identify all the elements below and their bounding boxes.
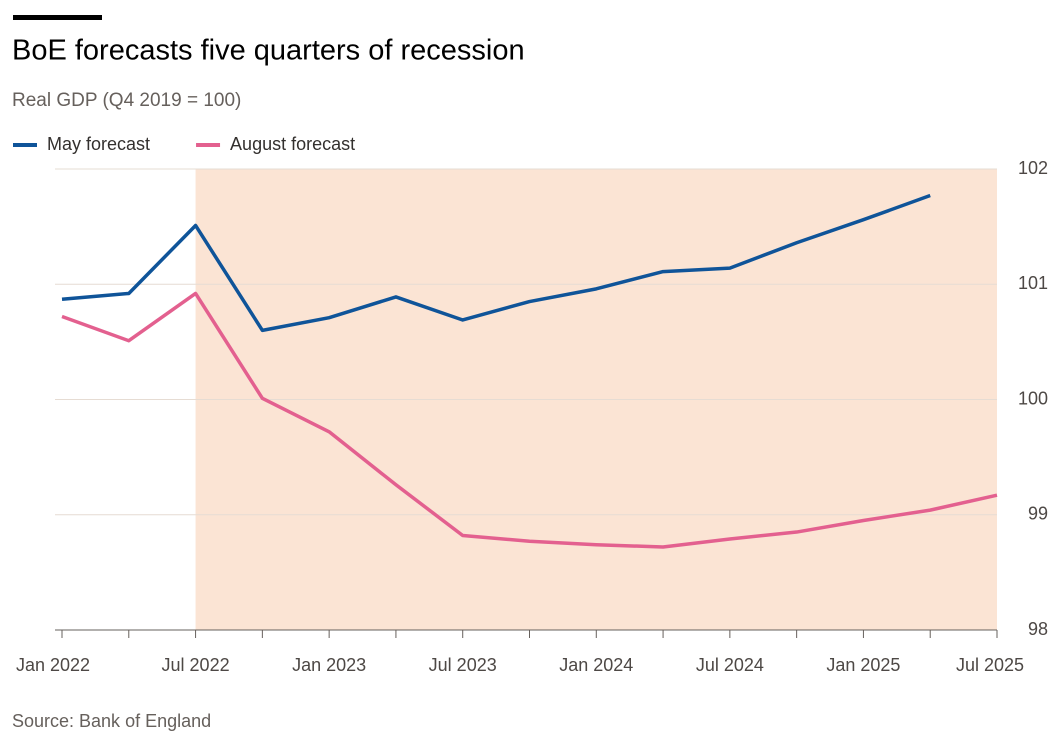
y-tick-label: 99 bbox=[1028, 504, 1048, 524]
x-tick-label: Jan 2025 bbox=[826, 655, 900, 675]
y-tick-label: 102 bbox=[1018, 158, 1048, 178]
line-series bbox=[61, 193, 931, 333]
x-tick-label: Jan 2023 bbox=[292, 655, 366, 675]
legend-label: August forecast bbox=[230, 134, 355, 154]
header-bar bbox=[13, 15, 102, 20]
y-tick-label: 100 bbox=[1018, 388, 1048, 408]
y-tick-label: 101 bbox=[1018, 273, 1048, 293]
legend-label: May forecast bbox=[47, 134, 150, 154]
chart-title: BoE forecasts five quarters of recession bbox=[12, 35, 525, 67]
chart-subtitle: Real GDP (Q4 2019 = 100) bbox=[12, 90, 241, 111]
source-note: Source: Bank of England bbox=[12, 711, 211, 731]
y-tick-label: 98 bbox=[1028, 619, 1048, 639]
line-series bbox=[61, 291, 998, 549]
x-tick-label: Jul 2023 bbox=[429, 655, 497, 675]
x-tick-label: Jul 2022 bbox=[162, 655, 230, 675]
x-tick-label: Jul 2024 bbox=[696, 655, 764, 675]
x-tick-label: Jan 2024 bbox=[559, 655, 633, 675]
x-tick-label: Jul 2025 bbox=[956, 655, 1024, 675]
x-tick-label: Jan 2022 bbox=[16, 655, 90, 675]
